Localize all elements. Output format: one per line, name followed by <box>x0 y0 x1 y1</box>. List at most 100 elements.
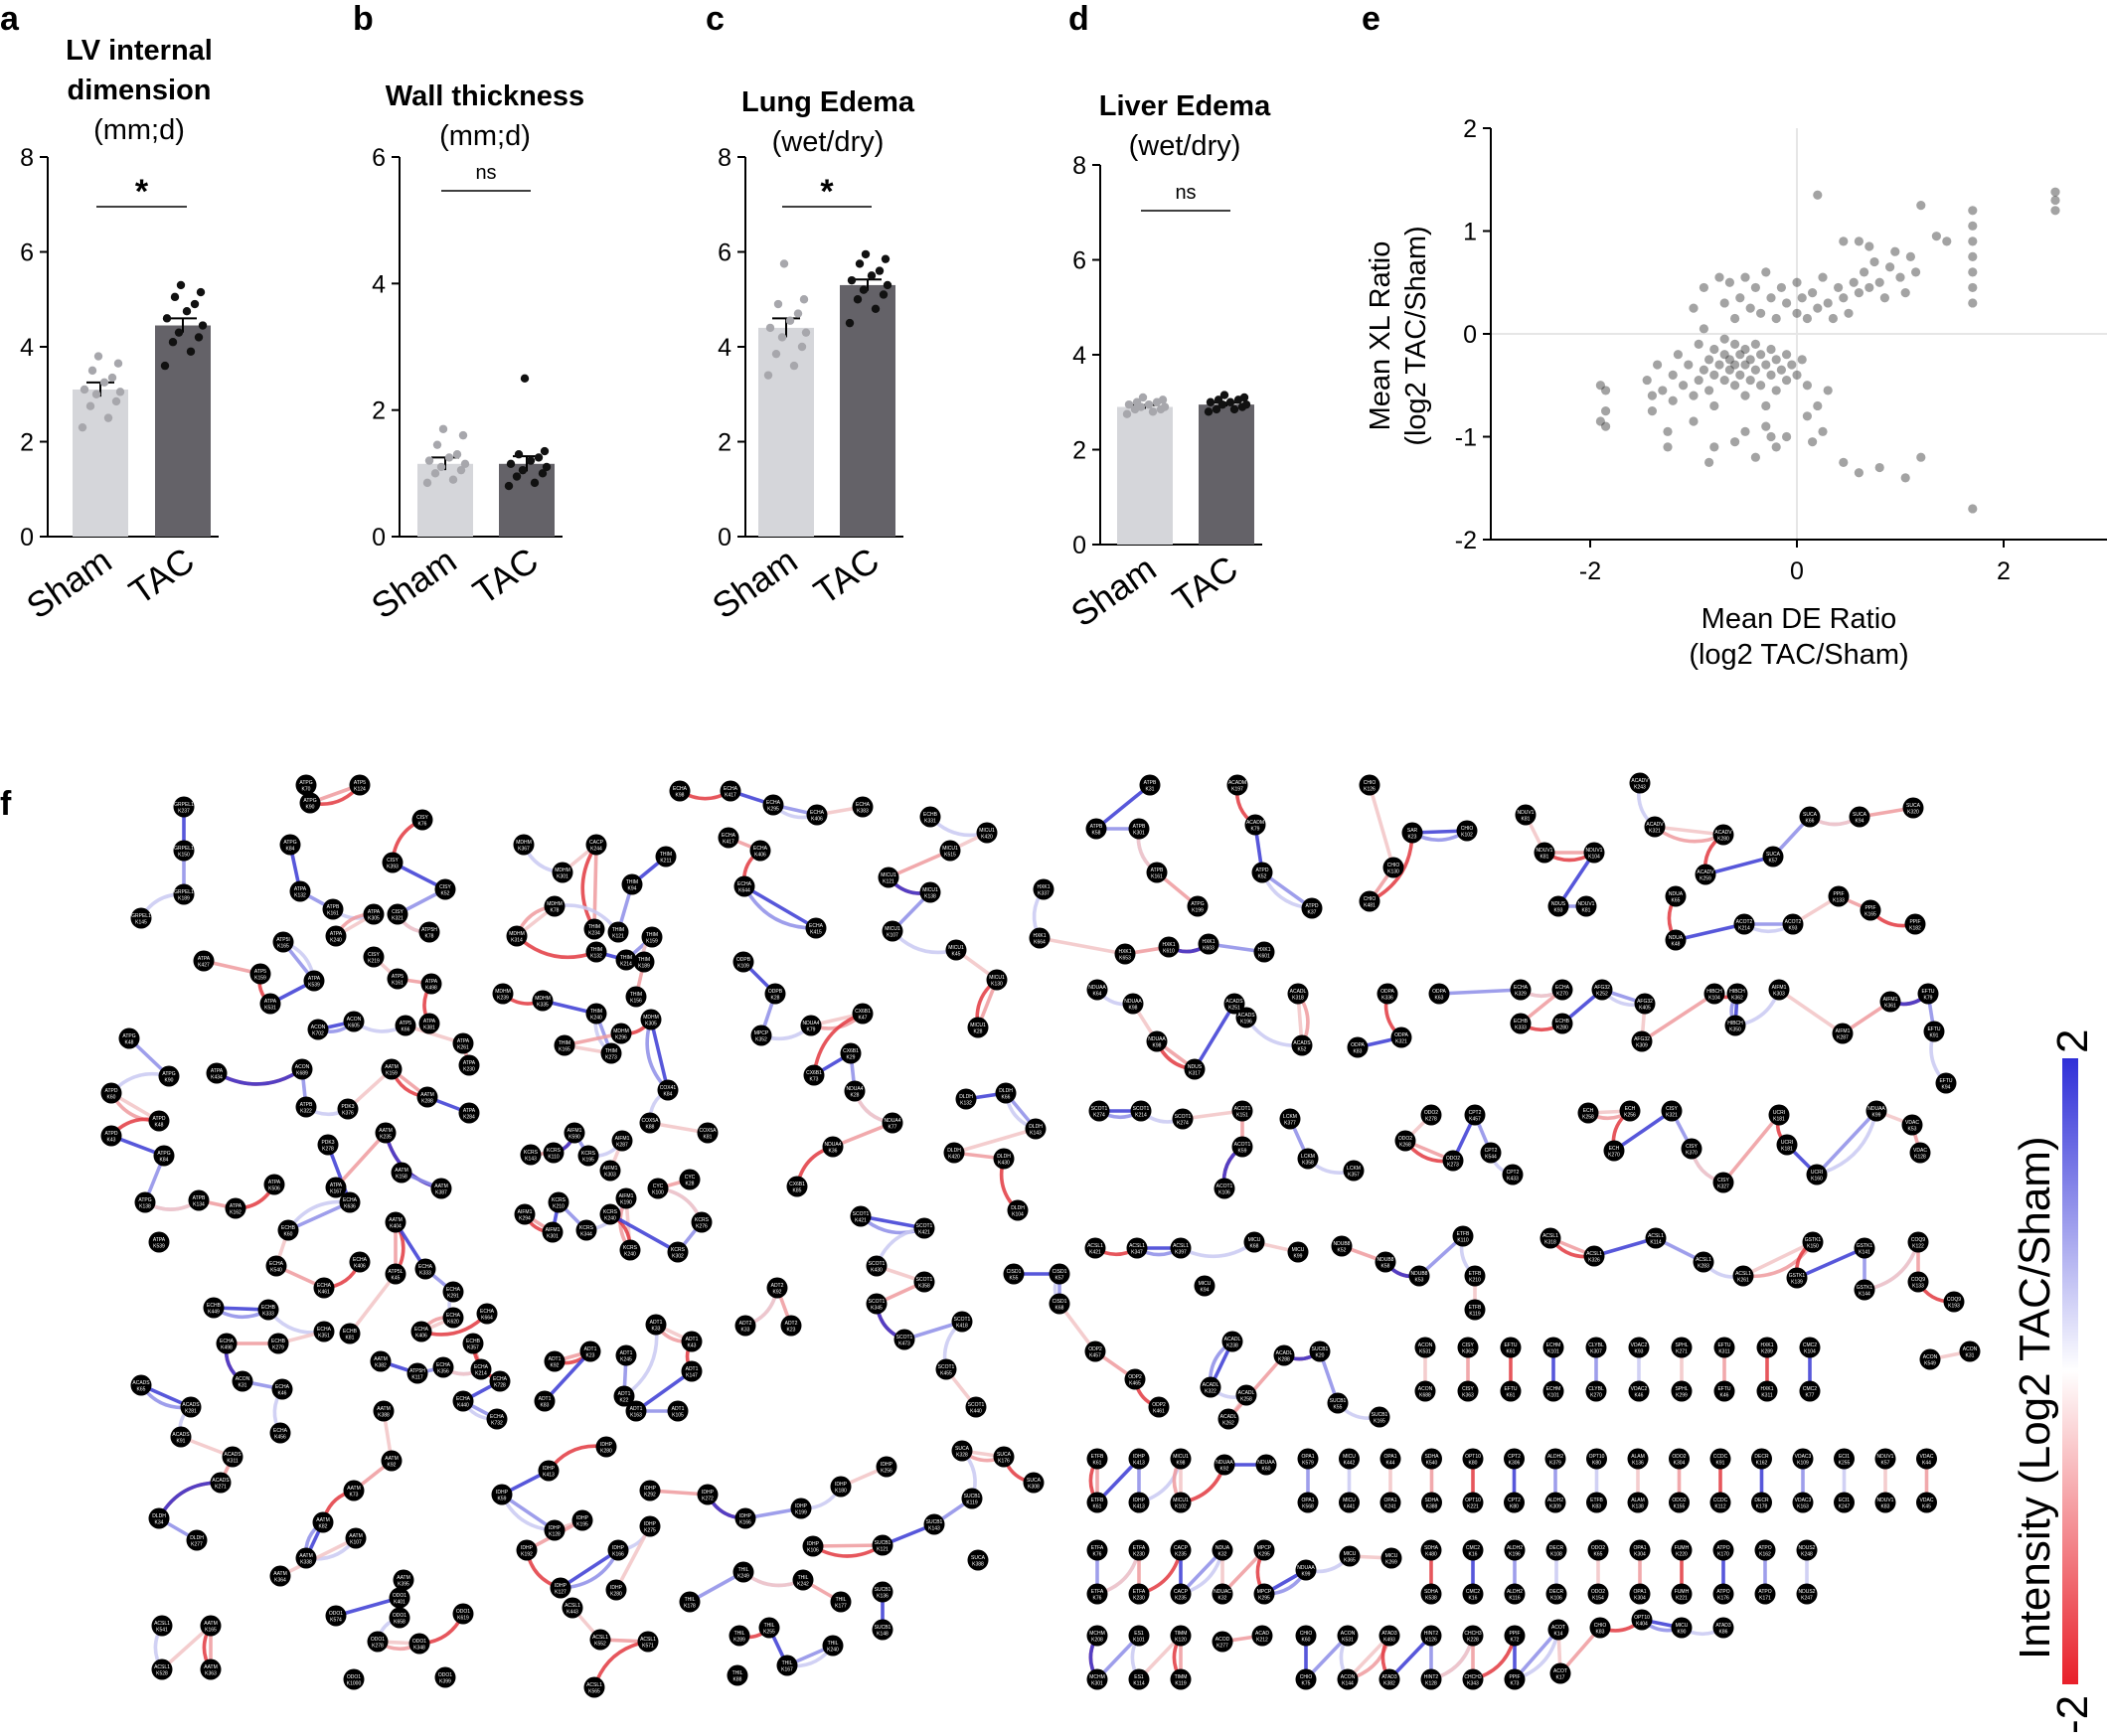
network-node-protein: ATPA <box>294 886 307 892</box>
scatter-point <box>1699 365 1708 375</box>
scatter-point <box>1709 400 1719 411</box>
scatter-point <box>1792 277 1802 287</box>
network-node-site: K93 <box>1635 1349 1644 1355</box>
network-node-protein: SUCA <box>955 1446 970 1452</box>
scatter-point <box>1647 406 1657 416</box>
network-node-site: K145 <box>135 920 147 926</box>
network-node-site: K78 <box>425 934 434 940</box>
network-node-circle <box>1776 1134 1798 1156</box>
data-point <box>855 259 865 268</box>
network-node-circle <box>411 809 433 831</box>
data-point <box>875 266 885 275</box>
network-node-site: K277 <box>191 1542 203 1548</box>
network-node-circle <box>158 1065 180 1087</box>
network-node-site: K28 <box>851 1093 860 1099</box>
network-node-protein: NDUA4 <box>803 1021 820 1026</box>
network-node-site: K249 <box>737 1574 749 1580</box>
network-node-circle <box>1442 1150 1464 1172</box>
network-node-protein: IDHP <box>1133 1454 1146 1460</box>
network-node-site: K22 <box>620 1398 629 1404</box>
network-node-site: K228 <box>1467 1638 1479 1644</box>
network-node-protein: ECHA <box>766 800 781 806</box>
network-node-site: K28 <box>771 996 780 1002</box>
network-node-protein: ECHA <box>856 802 871 808</box>
network-node-site: K388 <box>378 1413 390 1419</box>
data-point <box>538 469 548 478</box>
network-node-protein: ATPA <box>268 1180 281 1185</box>
network-node-site: K590 <box>568 1135 580 1141</box>
panel-d-title: Liver Edema (wet/dry) <box>1099 90 1271 162</box>
scatter-point <box>1771 355 1781 365</box>
network-node-protein: OPT10 <box>1634 1615 1650 1621</box>
network-edge <box>1226 1353 1286 1421</box>
network-node-protein: ADT1 <box>686 1366 699 1372</box>
network-node-protein: MICU1 <box>881 872 896 878</box>
scatter-point <box>1864 282 1874 293</box>
network-node-site: K36 <box>829 1149 838 1155</box>
network-edge <box>515 934 597 960</box>
network-node-circle <box>1049 1263 1070 1285</box>
panel-b-unit: (mm;d) <box>439 120 531 152</box>
scatter-point <box>1813 400 1823 411</box>
network-node-circle <box>543 1142 565 1164</box>
y-tick-label: 6 <box>718 239 731 267</box>
network-node-circle <box>313 1277 335 1299</box>
data-point <box>526 456 536 465</box>
network-node-site: K311 <box>1761 1393 1773 1399</box>
network-node-protein: ATP5 <box>254 969 266 975</box>
network-node-circle <box>1510 1013 1532 1034</box>
network-node-site: K465 <box>1129 1381 1141 1387</box>
network-node-circle <box>951 1440 973 1462</box>
network-node-circle <box>180 1396 202 1418</box>
network-node-protein: ECHA <box>317 1327 332 1333</box>
network-node-protein: LCKM <box>1347 1166 1361 1172</box>
network-node-site: K147 <box>686 1373 698 1379</box>
network-node-protein: ATAD3 <box>1381 1674 1397 1680</box>
network-node-protein: MICU <box>1199 1281 1212 1287</box>
network-node-site: K143 <box>525 1157 537 1163</box>
network-node-site: K119 <box>1469 1312 1481 1318</box>
data-point <box>799 295 809 304</box>
network-node-site: K154 <box>1592 1596 1604 1602</box>
network-node-site: K107 <box>350 1540 362 1546</box>
scatter-point <box>1823 298 1833 308</box>
scatter-point <box>1740 391 1750 400</box>
network-node-protein: ATPO <box>1716 1545 1729 1551</box>
network-edge <box>157 1481 222 1519</box>
network-node-site: K309 <box>1549 1504 1561 1510</box>
scatter-point <box>1782 298 1792 308</box>
network-node-protein: ECHA <box>418 1264 433 1270</box>
network-node-protein: AIFM1 <box>615 1136 630 1142</box>
network-node-protein: IDHP <box>600 1442 613 1448</box>
network-node-circle <box>786 1176 808 1197</box>
network-node-site: K119 <box>966 1500 978 1506</box>
network-node-protein: ECHA <box>490 1414 505 1420</box>
network-node-site: K331 <box>924 819 936 825</box>
network-node-protein: ECH <box>1583 1108 1594 1114</box>
network-node-site: K620 <box>447 1320 459 1326</box>
network-node-site: K99 <box>1302 1572 1311 1578</box>
network-node-protein: ACADL <box>1290 989 1307 995</box>
network-node-site: K171 <box>1759 1596 1771 1602</box>
